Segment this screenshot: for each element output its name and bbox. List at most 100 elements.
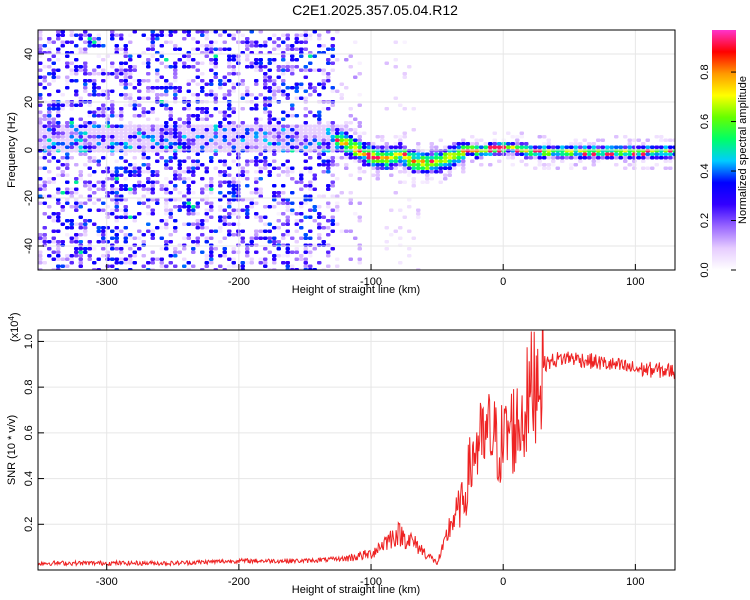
spectrogram-cell (227, 233, 232, 237)
spectrogram-cell (56, 166, 61, 170)
spectrogram-cell (330, 142, 335, 146)
spectrogram-cell (294, 257, 299, 261)
spectrogram-cell (204, 194, 209, 198)
spectrogram-cell (128, 33, 133, 37)
spectrogram-cell (168, 215, 173, 219)
spectrogram-cell (263, 128, 268, 132)
spectrogram-cell (83, 79, 88, 83)
spectrogram-cell (357, 156, 362, 160)
spectrogram-cell (407, 205, 412, 209)
spectrogram-cell (191, 180, 196, 184)
spectrogram-cell (303, 145, 308, 149)
spectrogram-cell (209, 254, 214, 258)
spectrogram-cell (272, 254, 277, 258)
spectrogram-cell (141, 264, 146, 268)
spectrogram-cell (191, 159, 196, 163)
spectrogram-cell (263, 135, 268, 139)
spectrogram-cell (609, 152, 614, 156)
spectrogram-cell (204, 261, 209, 265)
spectrogram-cell (308, 86, 313, 90)
spectrogram-cell (591, 152, 596, 156)
spectrogram-cell (443, 152, 448, 156)
spectrogram-cell (56, 219, 61, 223)
spectrogram-cell (123, 93, 128, 97)
spectrogram-cell (101, 93, 106, 97)
spectrogram-cell (312, 114, 317, 118)
spectrogram-cell (128, 103, 133, 107)
spectrogram-cell (497, 152, 502, 156)
spectrogram-cell (272, 131, 277, 135)
spectrogram-cell (348, 107, 353, 111)
spectrogram-cell (326, 166, 331, 170)
spectrogram-cell (281, 145, 286, 149)
spectrogram-cell (515, 142, 520, 146)
spectrogram-cell (672, 156, 675, 160)
spectrogram-cell (56, 30, 61, 34)
spectrogram-cell (276, 135, 281, 139)
spectrogram-cell (389, 233, 394, 237)
spectrogram-cell (51, 156, 56, 160)
spectrogram-cell (150, 40, 155, 44)
spectrogram-cell (119, 187, 124, 191)
spectrogram-cell (474, 152, 479, 156)
spectrogram-cell (546, 163, 551, 167)
spectrogram-cell (209, 159, 214, 163)
spectrogram-cell (245, 261, 250, 265)
spectrogram-cell (137, 247, 142, 251)
spectrogram-cell (555, 156, 560, 160)
spectrogram-cell (114, 166, 119, 170)
spectrogram-cell (42, 138, 47, 142)
spectrogram-cell (141, 131, 146, 135)
spectrogram-cell (303, 257, 308, 261)
spectrogram-cell (92, 142, 97, 146)
spectrogram-cell (321, 86, 326, 90)
x-tick-label: -300 (96, 276, 118, 288)
spectrogram-cell (519, 135, 524, 139)
spectrogram-cell (258, 61, 263, 65)
spectrogram-cell (425, 166, 430, 170)
spectrogram-cell (339, 93, 344, 97)
spectrogram-cell (164, 177, 169, 181)
spectrogram-cell (164, 212, 169, 216)
spectrogram-cell (267, 37, 272, 41)
spectrogram-cell (69, 261, 74, 265)
spectrogram-cell (38, 166, 43, 170)
spectrogram-cell (60, 222, 65, 226)
spectrogram-cell (303, 40, 308, 44)
spectrogram-cell (330, 89, 335, 93)
spectrogram-cell (182, 142, 187, 146)
spectrogram-cell (128, 68, 133, 72)
spectrogram-cell (254, 65, 259, 69)
spectrogram-cell (200, 163, 205, 167)
spectrogram-cell (227, 33, 232, 37)
spectrogram-cell (164, 89, 169, 93)
spectrogram-cell (218, 205, 223, 209)
spectrogram-cell (132, 187, 137, 191)
spectrogram-cell (254, 159, 259, 163)
spectrogram-cell (51, 61, 56, 65)
spectrogram-cell (119, 198, 124, 202)
spectrogram-cell (254, 156, 259, 160)
spectrogram-cell (236, 30, 241, 34)
spectrogram-cell (173, 86, 178, 90)
spectrogram-cell (164, 166, 169, 170)
spectrogram-cell (393, 152, 398, 156)
spectrogram-cell (182, 65, 187, 69)
spectrogram-cell (92, 156, 97, 160)
spectrogram-cell (384, 156, 389, 160)
spectrogram-cell (281, 184, 286, 188)
spectrogram-cell (452, 159, 457, 163)
spectrogram-cell (74, 201, 79, 205)
spectrogram-cell (407, 229, 412, 233)
spectrogram-cell (258, 261, 263, 265)
spectrogram-cell (186, 156, 191, 160)
spectrogram-cell (398, 163, 403, 167)
spectrogram-cell (87, 184, 92, 188)
spectrogram-cell (290, 250, 295, 254)
spectrogram-cell (276, 37, 281, 41)
spectrogram-cell (245, 159, 250, 163)
spectrogram-cell (308, 61, 313, 65)
spectrogram-cell (231, 145, 236, 149)
spectrogram-cell (330, 156, 335, 160)
spectrogram-cell (330, 131, 335, 135)
